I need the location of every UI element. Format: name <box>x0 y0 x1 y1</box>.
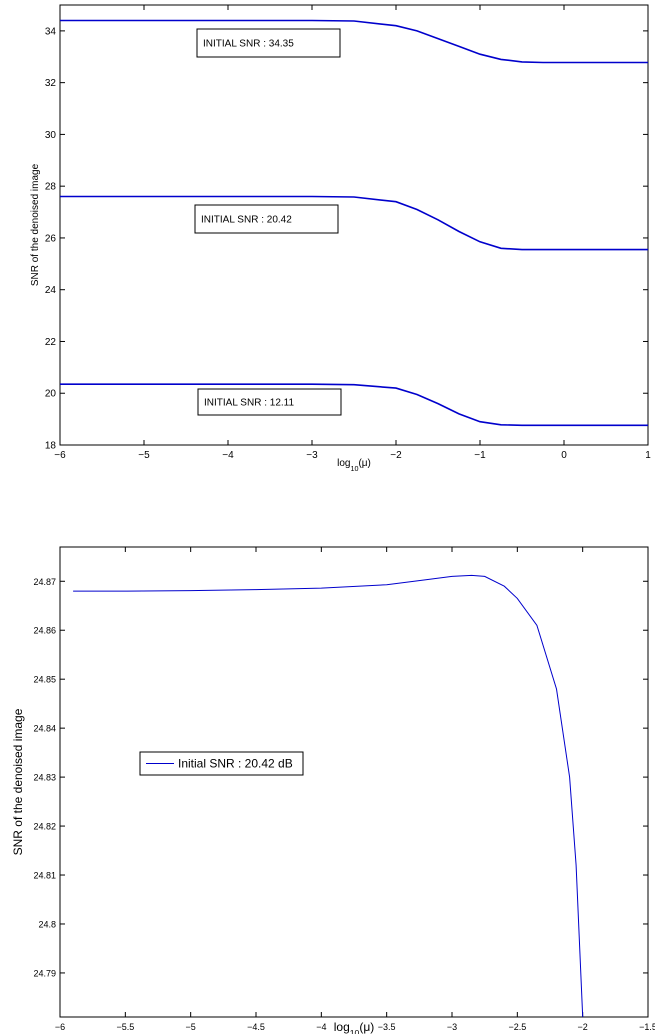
annotation-label: INITIAL SNR : 12.11 <box>204 398 294 409</box>
series-line-3 <box>60 383 648 427</box>
y-axis-label: SNR of the denoised image <box>11 708 25 855</box>
x-tick-label: −5 <box>138 450 150 461</box>
y-tick-label: 24.81 <box>33 871 56 881</box>
x-tick-label: −4 <box>316 1022 326 1032</box>
annotation-box <box>197 388 342 416</box>
x-tick-label: −6 <box>55 1022 65 1032</box>
x-tick-label: −3 <box>447 1022 457 1032</box>
x-tick-label: −1.5 <box>639 1022 655 1032</box>
y-tick-label: 34 <box>45 26 57 37</box>
y-tick-label: 24 <box>45 285 57 296</box>
y-tick-label: 22 <box>45 337 57 348</box>
legend-label: Initial SNR : 20.42 dB <box>178 757 293 771</box>
x-tick-label: −5.5 <box>116 1022 134 1032</box>
y-tick-label: 18 <box>45 441 57 452</box>
annotation-box <box>194 204 339 234</box>
x-tick-label: −3.5 <box>378 1022 396 1032</box>
x-axis-label: log10(μ) <box>334 1020 375 1034</box>
chart-2: −6 −5.5 −5 −4.5 −4 −3.5 −3 −2.5 −2 −1.524.7924.82… <box>11 546 655 1034</box>
y-tick-label: 24.82 <box>33 822 56 832</box>
annotation-box <box>196 28 341 58</box>
y-tick-label: 20 <box>45 389 57 400</box>
series-line-2 <box>60 195 648 251</box>
y-tick-label: 24.79 <box>33 968 56 978</box>
y-tick-label: 26 <box>45 233 57 244</box>
annotation-label: INITIAL SNR : 20.42 <box>201 215 292 226</box>
x-tick-label: −2 <box>390 450 402 461</box>
x-tick-label: −4.5 <box>247 1022 265 1032</box>
x-tick-label: −3 <box>306 450 318 461</box>
chart-1: −6 −5 −4 −3 −2 −1 0 1 18 20 22 24 26 28 30 32 34 SNR of t… <box>30 4 651 473</box>
y-tick-label: 24.86 <box>33 626 56 636</box>
plot-area-frame <box>59 546 649 1018</box>
x-tick-label: −4 <box>222 450 234 461</box>
y-tick-label: 30 <box>45 130 57 141</box>
y-axis-label: SNR of the denoised image <box>30 163 41 286</box>
x-tick-label: −6 <box>54 450 66 461</box>
x-tick-label: 0 <box>561 450 567 461</box>
y-tick-label: 24.83 <box>33 773 56 783</box>
x-tick-label: −2 <box>578 1022 588 1032</box>
x-tick-label: −2.5 <box>508 1022 526 1032</box>
annotation-label: INITIAL SNR : 34.35 <box>203 39 294 50</box>
y-tick-label: 24.8 <box>38 919 56 929</box>
y-tick-label: 24.84 <box>33 724 56 734</box>
x-tick-label: 1 <box>645 450 651 461</box>
y-tick-label: 28 <box>45 182 57 193</box>
series-line-1 <box>60 19 648 64</box>
x-tick-label: −5 <box>186 1022 196 1032</box>
plot-area-frame <box>59 4 649 446</box>
y-tick-label: 32 <box>45 78 57 89</box>
y-tick-label: 24.85 <box>33 675 56 685</box>
x-tick-label: −1 <box>474 450 486 461</box>
x-axis-label: log10(μ) <box>337 458 371 473</box>
y-tick-label: 24.87 <box>33 577 56 587</box>
series-line-1 <box>73 574 584 1017</box>
legend-box <box>139 751 304 776</box>
